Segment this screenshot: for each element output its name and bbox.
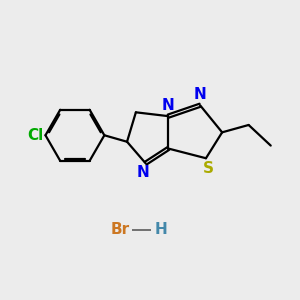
Text: N: N <box>136 165 149 180</box>
Text: H: H <box>154 222 167 237</box>
Text: Cl: Cl <box>27 128 43 143</box>
Text: N: N <box>194 87 206 102</box>
Text: S: S <box>203 161 214 176</box>
Text: N: N <box>162 98 175 112</box>
Text: Br: Br <box>110 222 129 237</box>
